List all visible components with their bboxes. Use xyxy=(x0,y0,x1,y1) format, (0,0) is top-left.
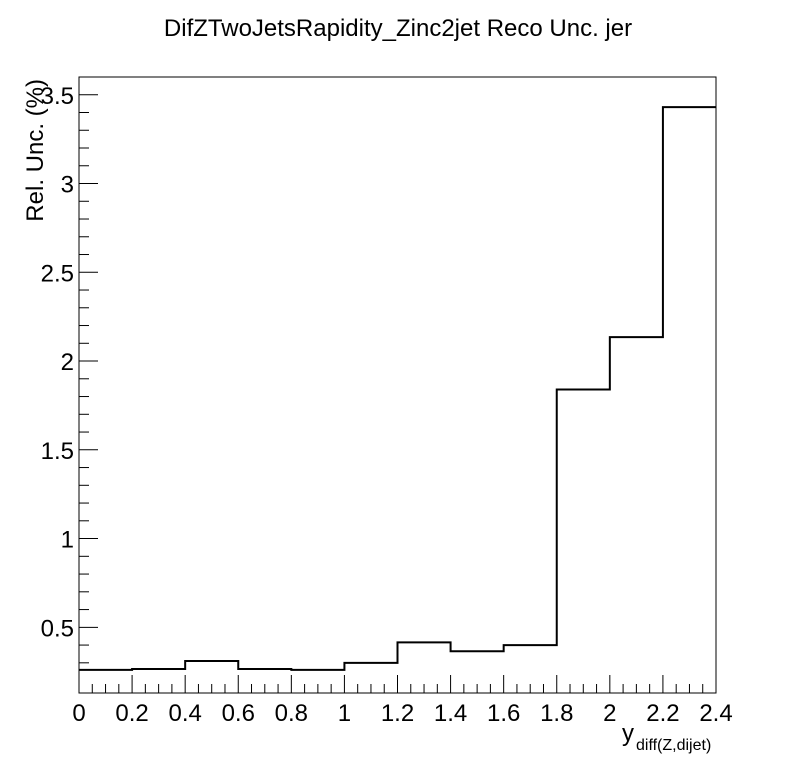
y-tick-label: 3.5 xyxy=(41,83,74,110)
x-tick-label: 0.6 xyxy=(222,700,255,727)
x-tick-label: 2.2 xyxy=(646,700,679,727)
x-tick-label: 2 xyxy=(603,700,616,727)
y-tick-label: 1.5 xyxy=(41,438,74,465)
y-tick-label: 2 xyxy=(61,349,74,376)
x-axis-label: y xyxy=(622,720,634,747)
chart-title: DifZTwoJetsRapidity_Zinc2jet Reco Unc. j… xyxy=(164,15,632,42)
x-axis-label-main: y xyxy=(622,720,634,747)
plot-frame xyxy=(78,76,717,694)
y-axis-label: Rel. Unc. (%) xyxy=(22,79,49,222)
y-tick-label: 0.5 xyxy=(41,615,74,642)
y-tick-label: 2.5 xyxy=(41,260,74,287)
x-axis-ticks xyxy=(78,675,717,693)
x-axis-tick-labels: 0 0.2 0.4 0.6 0.8 1 1.2 1.4 1.6 1.8 2 2.2 2.4 xyxy=(72,700,732,727)
y-tick-label: 3 xyxy=(61,172,74,199)
x-tick-label: 1.8 xyxy=(540,700,573,727)
y-tick-label: 1 xyxy=(61,527,74,554)
x-tick-label: 0.4 xyxy=(168,700,201,727)
y-axis-ticks xyxy=(79,76,98,664)
histogram-line xyxy=(79,106,716,671)
x-tick-label: 1 xyxy=(338,700,351,727)
x-tick-label: 2.4 xyxy=(699,700,732,727)
x-tick-label: 0 xyxy=(72,700,85,727)
y-axis-tick-labels: 0.5 1 1.5 2 2.5 3 3.5 xyxy=(41,83,74,643)
x-tick-label: 0.8 xyxy=(275,700,308,727)
x-tick-label: 1.4 xyxy=(434,700,467,727)
x-tick-label: 1.6 xyxy=(487,700,520,727)
x-tick-label: 1.2 xyxy=(381,700,414,727)
x-tick-label: 0.2 xyxy=(115,700,148,727)
x-axis-label-subscript: diff(Z,dijet) xyxy=(636,737,711,754)
